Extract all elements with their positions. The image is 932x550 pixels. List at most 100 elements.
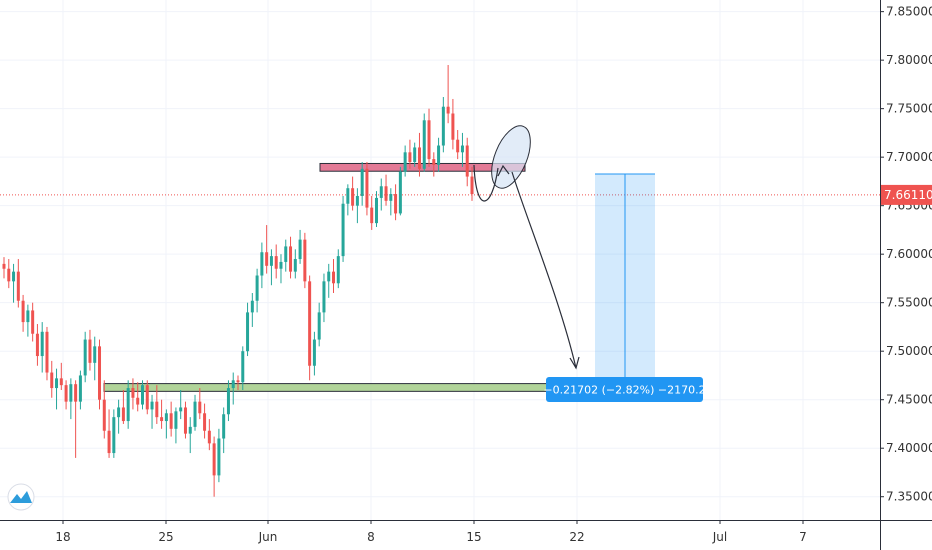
candle <box>217 428 221 483</box>
resistance-zone[interactable] <box>319 162 526 172</box>
candle <box>231 372 235 405</box>
tradingview-logo[interactable] <box>7 483 35 511</box>
candle-body <box>413 147 417 163</box>
candle <box>203 403 207 439</box>
candle <box>312 331 316 376</box>
y-tick-label: 7.85000 <box>886 5 932 19</box>
candle-body <box>69 384 73 402</box>
candle-body <box>379 186 383 198</box>
candle <box>298 229 302 264</box>
candle <box>74 380 78 458</box>
candle-body <box>64 385 68 402</box>
candle <box>360 162 364 206</box>
candle-body <box>183 407 187 434</box>
candle-body <box>374 197 378 224</box>
candle-body <box>203 413 207 431</box>
y-tick-label: 7.75000 <box>886 102 932 116</box>
projection-curve[interactable] <box>473 164 499 202</box>
candle <box>64 380 68 410</box>
candle <box>403 145 407 177</box>
candle <box>332 259 336 293</box>
candle-body <box>12 271 16 282</box>
candlesticks <box>2 65 474 497</box>
candle <box>40 322 44 373</box>
candle <box>437 137 441 172</box>
candle-body <box>145 385 149 410</box>
candle-body <box>140 385 144 405</box>
candle-body <box>284 246 288 262</box>
candle <box>408 139 412 169</box>
candle-body <box>441 106 445 146</box>
candle-body <box>456 139 460 153</box>
candle-body <box>226 388 230 415</box>
candle-body <box>207 430 211 444</box>
candle <box>193 394 197 431</box>
candle <box>269 249 273 286</box>
candle <box>155 385 159 424</box>
candle <box>98 339 102 410</box>
candle <box>351 176 355 211</box>
candle <box>55 368 59 410</box>
candle-body <box>351 188 355 206</box>
candle <box>289 236 293 279</box>
candle-body <box>370 207 374 224</box>
candle <box>16 259 20 308</box>
candle-body <box>327 271 331 282</box>
candle <box>88 329 92 371</box>
candle <box>432 152 436 177</box>
candle-body <box>312 339 316 366</box>
candle <box>164 409 168 439</box>
x-tick-labels: 18 25 Jun 8 15 22 Jul 7 <box>55 520 807 544</box>
candle <box>284 239 288 272</box>
candle <box>379 178 383 211</box>
candle <box>45 326 49 381</box>
candle <box>274 244 278 279</box>
candle <box>21 294 25 332</box>
candle <box>160 399 164 429</box>
candle <box>441 97 445 153</box>
candle <box>413 142 417 167</box>
candle <box>250 292 254 327</box>
candle <box>183 401 187 439</box>
candle-body <box>169 413 173 429</box>
candle-body <box>389 194 393 201</box>
measure-label-box <box>546 377 703 402</box>
candle <box>260 242 264 289</box>
candle <box>293 249 297 279</box>
candle-body <box>98 346 102 400</box>
y-tick-label: 7.35000 <box>886 490 932 504</box>
candle <box>83 331 87 383</box>
curve-arrow-head <box>497 164 510 177</box>
candle-body <box>198 401 202 414</box>
x-tick-label: 25 <box>158 530 173 544</box>
candle <box>236 375 240 390</box>
candle-body <box>394 194 398 214</box>
highlight-ellipse[interactable] <box>484 120 538 193</box>
drawings <box>473 120 580 370</box>
candle-body <box>179 407 183 412</box>
candle <box>465 137 469 187</box>
candle <box>59 362 63 390</box>
candle-body <box>293 259 297 272</box>
candle-body <box>427 120 431 160</box>
candle-body <box>346 188 350 204</box>
candle-body <box>93 346 97 363</box>
candle <box>93 336 97 381</box>
x-tick-label: 7 <box>799 530 807 544</box>
candle <box>308 275 312 381</box>
candle <box>78 370 82 410</box>
candle-body <box>231 380 235 389</box>
candle <box>279 254 283 284</box>
candle <box>126 380 130 429</box>
projection-arrow[interactable] <box>511 171 577 369</box>
candle <box>398 166 402 216</box>
candle-body <box>174 411 178 429</box>
candle-body <box>193 401 197 427</box>
candle <box>389 188 393 216</box>
candle <box>107 409 111 458</box>
candle-body <box>470 176 474 195</box>
projection-arrow-head <box>569 356 580 370</box>
candle-body <box>255 275 259 301</box>
